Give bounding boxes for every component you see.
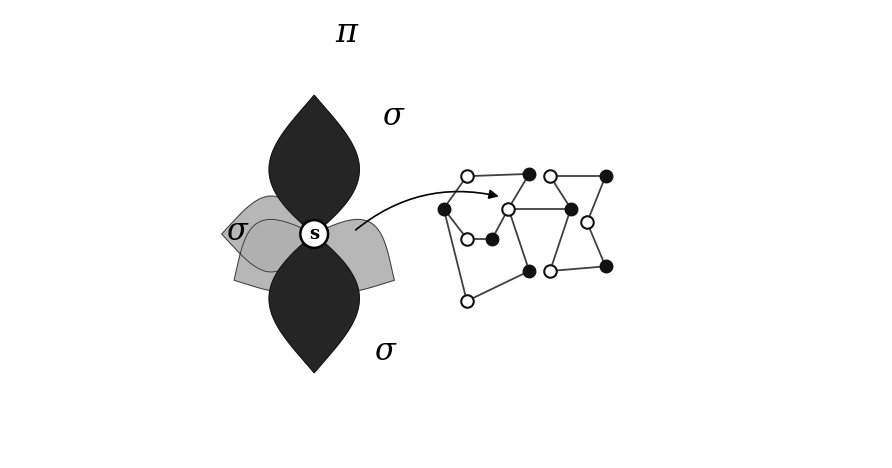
- Text: σ: σ: [375, 336, 395, 367]
- Polygon shape: [269, 95, 359, 234]
- Text: σ: σ: [383, 101, 403, 132]
- Polygon shape: [314, 219, 394, 292]
- Text: σ: σ: [227, 216, 247, 247]
- Polygon shape: [234, 219, 314, 292]
- Polygon shape: [269, 234, 359, 373]
- Text: s: s: [310, 225, 319, 243]
- Polygon shape: [222, 196, 314, 272]
- Text: π: π: [335, 17, 358, 49]
- Circle shape: [301, 220, 328, 248]
